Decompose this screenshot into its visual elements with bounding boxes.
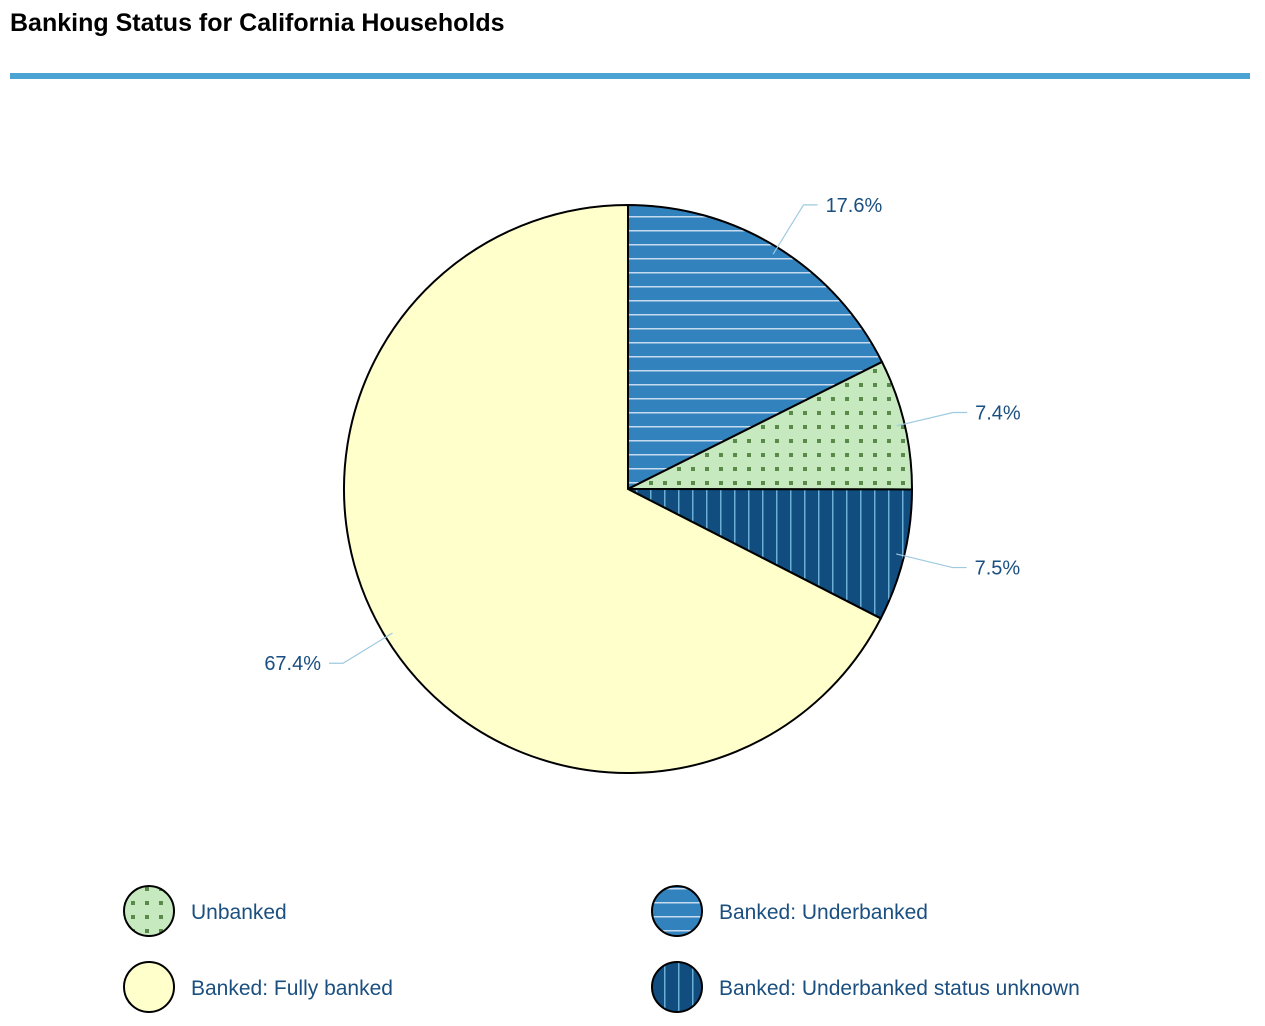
data-label: 7.4% xyxy=(975,402,1021,424)
leader-line xyxy=(896,411,968,427)
data-label: 67.4% xyxy=(264,653,321,675)
legend-swatch xyxy=(651,885,703,937)
legend-label: Banked: Fully banked xyxy=(191,977,393,1000)
legend-item-banked-underbanked: Banked: Underbanked xyxy=(651,885,928,937)
title-divider xyxy=(10,73,1250,79)
chart-title: Banking Status for California Households xyxy=(10,9,505,37)
legend-swatch xyxy=(123,961,175,1013)
legend-item-banked-underbanked-status-unknown: Banked: Underbanked status unknown xyxy=(651,961,1080,1013)
leader-line xyxy=(329,632,393,664)
legend-label: Unbanked xyxy=(191,901,287,924)
legend-item-unbanked: Unbanked xyxy=(123,885,287,937)
leader-line xyxy=(772,204,818,255)
legend-label: Banked: Underbanked status unknown xyxy=(719,977,1080,1000)
legend-swatch xyxy=(123,885,175,937)
legend-swatch xyxy=(651,961,703,1013)
legend-label: Banked: Underbanked xyxy=(719,901,928,924)
legend-item-banked-fully-banked: Banked: Fully banked xyxy=(123,961,393,1013)
leader-line xyxy=(896,553,967,569)
data-label: 17.6% xyxy=(826,195,883,217)
data-label: 7.5% xyxy=(975,558,1021,580)
